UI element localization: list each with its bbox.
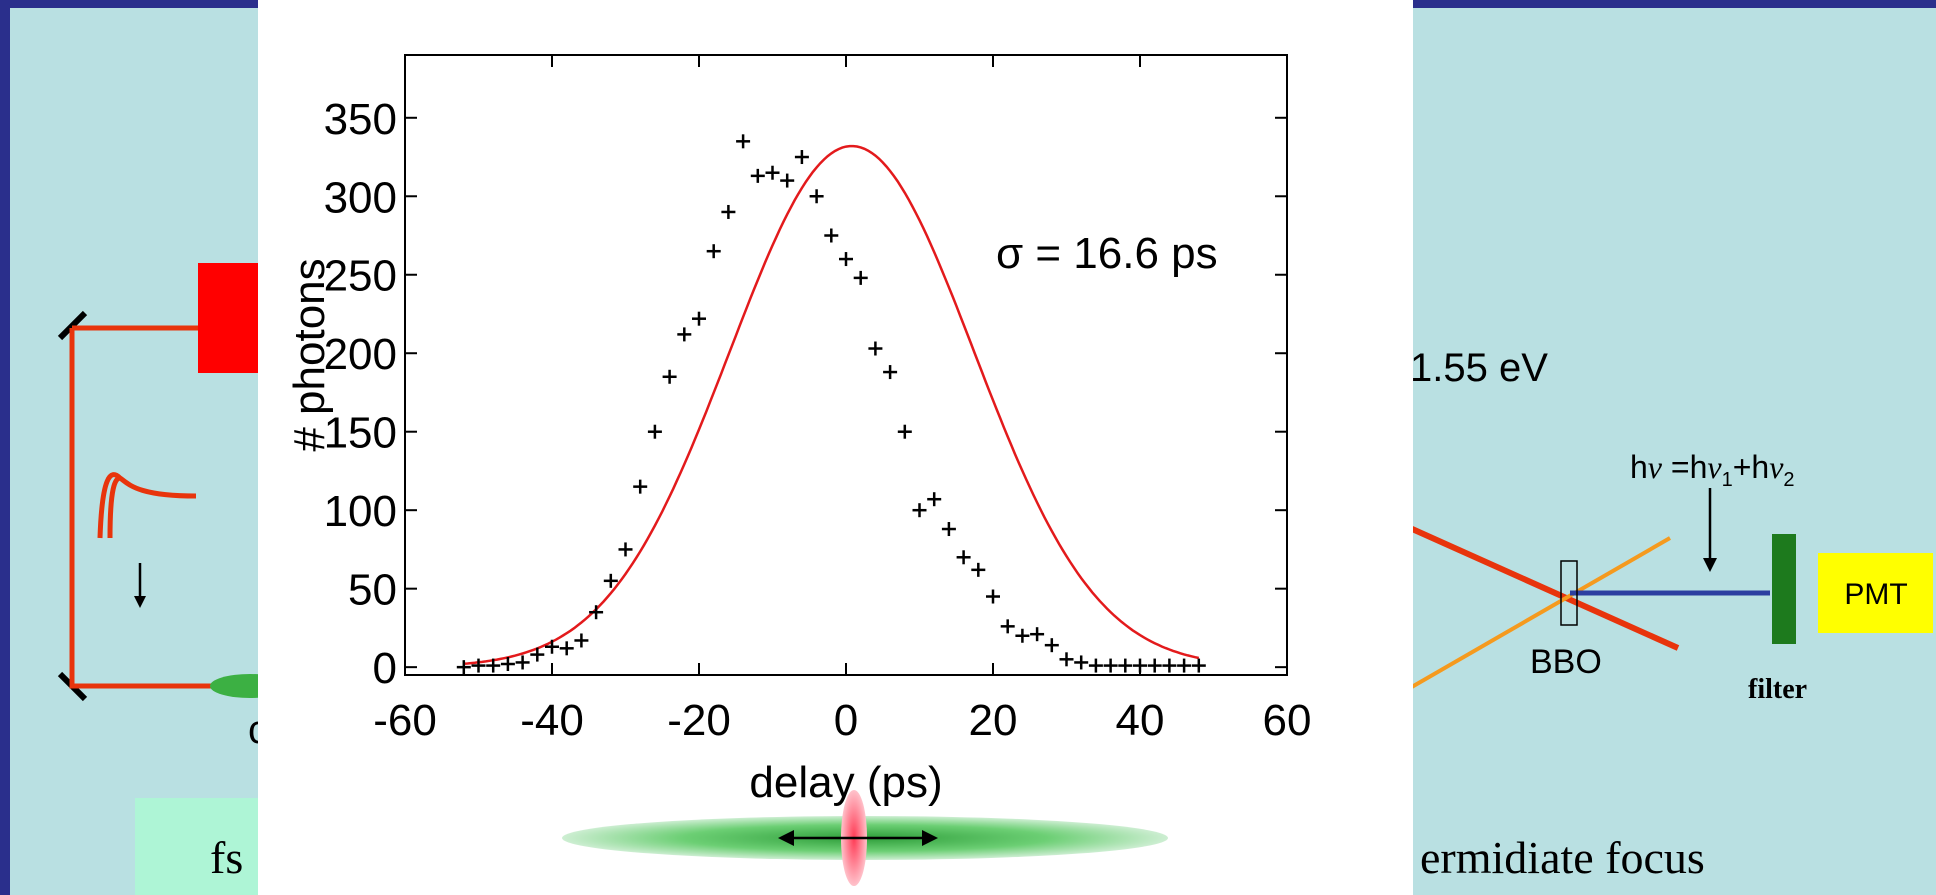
- beam-path-left: [69, 328, 260, 689]
- caption-box: [135, 798, 275, 895]
- y-axis-label: # photons: [285, 258, 334, 451]
- y-tick-label: 250: [324, 252, 397, 301]
- y-tick-label: 350: [324, 95, 397, 144]
- y-tick-label: 200: [324, 330, 397, 379]
- data-point: [515, 655, 530, 670]
- data-point: [545, 639, 559, 654]
- caption-right-fragment: ermidiate focus: [1420, 832, 1705, 883]
- data-point: [1103, 658, 1118, 673]
- data-point: [471, 658, 486, 673]
- x-axis-ticks: -60 -40 -20 0 20 40 60: [373, 55, 1311, 745]
- data-point: [809, 189, 824, 204]
- data-point: [662, 369, 677, 384]
- y-tick-label: 50: [348, 566, 397, 615]
- laser-block: [198, 263, 268, 373]
- data-point: [1044, 638, 1059, 653]
- data-point: [839, 252, 853, 267]
- y-axis-ticks: 0 50 100 150 200 250 300 350: [324, 95, 1287, 693]
- data-point: [486, 658, 501, 673]
- pmt-box: [1818, 553, 1933, 633]
- data-point: [1191, 658, 1206, 673]
- x-tick-label: 0: [834, 696, 858, 745]
- x-tick-label: 60: [1263, 696, 1312, 745]
- x-tick-label: -20: [667, 696, 731, 745]
- data-point: [559, 641, 574, 656]
- x-tick-label: 40: [1116, 696, 1165, 745]
- data-point: [721, 204, 736, 219]
- data-point: [603, 573, 618, 588]
- bbo-crystal: [1560, 560, 1578, 626]
- data-point: [765, 165, 780, 180]
- y-tick-label: 0: [373, 644, 397, 693]
- data-point: [986, 589, 1000, 604]
- double-arrow-left-head: [778, 830, 794, 846]
- double-arrow-right-head: [922, 830, 938, 846]
- data-point: [868, 341, 883, 356]
- pulse-shape-icon: [97, 472, 197, 539]
- data-point: [1088, 658, 1103, 673]
- x-tick-label: -40: [520, 696, 584, 745]
- data-point: [956, 550, 971, 565]
- y-tick-label: 300: [324, 173, 397, 222]
- data-points: [456, 134, 1206, 675]
- y-tick-label: 150: [324, 409, 397, 458]
- data-point: [1118, 658, 1133, 673]
- x-tick-label: -60: [373, 696, 437, 745]
- data-point: [1147, 658, 1162, 673]
- arrow-down-right-head: [1703, 558, 1717, 572]
- beam-red-crossing: [1408, 525, 1680, 651]
- data-point: [647, 424, 662, 439]
- beam-orange-crossing: [1409, 536, 1671, 690]
- caption-left-fragment: fs: [210, 832, 243, 883]
- data-point: [1177, 658, 1192, 673]
- sigma-annotation: σ = 16.6 ps: [996, 229, 1218, 278]
- filter-block: [1772, 534, 1796, 644]
- y-tick-label: 100: [324, 487, 397, 536]
- arrow-down-left-head: [134, 596, 146, 608]
- data-point: [780, 173, 795, 188]
- x-tick-label: 20: [969, 696, 1018, 745]
- data-point: [1015, 628, 1030, 643]
- pmt-label: PMT: [1844, 578, 1907, 611]
- data-point: [1162, 658, 1177, 673]
- data-point: [574, 633, 589, 648]
- data-point: [1000, 619, 1015, 634]
- data-point: [530, 647, 545, 662]
- data-point: [633, 479, 648, 494]
- plot-frame: [404, 54, 1288, 676]
- data-point: [794, 150, 809, 165]
- fit-curve: [463, 144, 1200, 666]
- data-point: [883, 365, 898, 380]
- x-axis-label: delay (ps): [749, 758, 942, 807]
- data-point: [853, 270, 868, 285]
- data-point: [897, 424, 912, 439]
- data-point: [736, 134, 751, 149]
- data-point: [927, 492, 942, 507]
- filter-label: filter: [1748, 674, 1807, 705]
- chart-panel: -60 -40 -20 0 20 40 60 0 50 100 150 200 250 300 350 σ…: [258, 0, 1413, 895]
- data-point: [618, 542, 633, 557]
- data-point: [692, 311, 706, 326]
- data-point: [1133, 658, 1147, 673]
- sum-frequency-label: hν =hν1+hν2: [1630, 449, 1795, 491]
- data-point: [824, 228, 839, 243]
- data-point: [750, 168, 765, 183]
- data-point: [500, 657, 515, 672]
- gaussian-fit-line: [463, 144, 1200, 666]
- data-point: [941, 522, 956, 537]
- data-point: [971, 562, 986, 577]
- data-point: [677, 327, 692, 342]
- photon-delay-chart: -60 -40 -20 0 20 40 60 0 50 100 150 200 250 300 350 σ…: [285, 54, 1311, 886]
- data-point: [1030, 627, 1045, 642]
- data-point: [456, 660, 471, 675]
- optical-setup-diagram: c fs ermidiate focus 1.55 eV hν =hν1+hν2…: [57, 263, 1933, 895]
- data-point: [1074, 655, 1089, 670]
- bbo-label: BBO: [1530, 643, 1602, 681]
- photon-energy-label: 1.55 eV: [1410, 346, 1548, 390]
- data-point: [912, 503, 927, 518]
- data-point: [589, 605, 604, 620]
- data-point: [1059, 652, 1074, 667]
- data-point: [706, 244, 721, 259]
